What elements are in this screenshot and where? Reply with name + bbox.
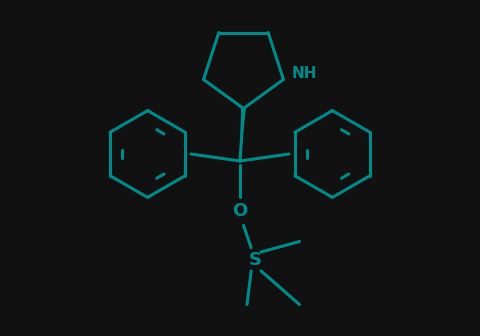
Text: NH: NH [292,67,317,81]
Polygon shape [240,108,246,161]
Text: O: O [232,202,248,220]
Text: S: S [249,251,262,269]
